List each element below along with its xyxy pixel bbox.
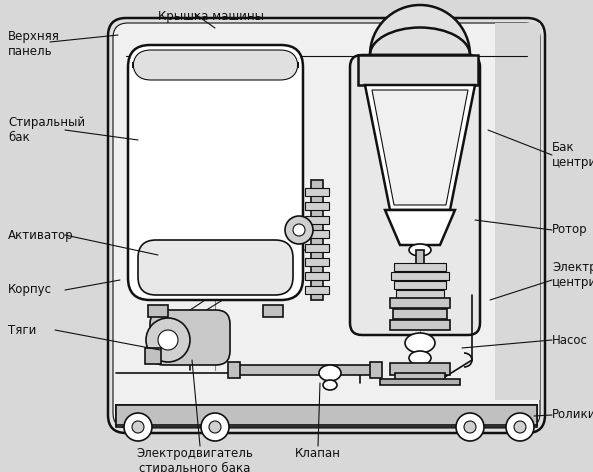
Circle shape bbox=[146, 318, 190, 362]
Ellipse shape bbox=[405, 333, 435, 353]
FancyBboxPatch shape bbox=[108, 18, 545, 433]
Bar bbox=[305, 244, 329, 252]
Bar bbox=[311, 180, 323, 300]
Text: Стиральный
бак: Стиральный бак bbox=[8, 116, 85, 144]
Wedge shape bbox=[370, 5, 470, 55]
Text: Активатор: Активатор bbox=[8, 228, 74, 242]
Circle shape bbox=[285, 216, 313, 244]
Bar bbox=[390, 298, 450, 308]
Bar bbox=[233, 365, 373, 375]
Bar bbox=[393, 309, 447, 319]
Bar bbox=[148, 305, 168, 317]
Bar bbox=[228, 362, 240, 378]
Bar bbox=[305, 258, 329, 266]
Bar bbox=[305, 272, 329, 280]
Bar bbox=[390, 363, 450, 375]
Text: Электродвигатель
стирального бака: Электродвигатель стирального бака bbox=[136, 447, 253, 472]
Bar bbox=[396, 290, 444, 298]
Circle shape bbox=[124, 413, 152, 441]
Circle shape bbox=[464, 421, 476, 433]
Text: Бак
центрифуги: Бак центрифуги bbox=[552, 141, 593, 169]
Text: Крышка машины: Крышка машины bbox=[158, 10, 264, 23]
Bar bbox=[305, 202, 329, 210]
Circle shape bbox=[209, 421, 221, 433]
Circle shape bbox=[132, 421, 144, 433]
Text: Тяги: Тяги bbox=[8, 323, 36, 337]
Bar bbox=[395, 373, 445, 381]
FancyBboxPatch shape bbox=[128, 45, 303, 300]
Bar bbox=[394, 263, 446, 271]
Bar bbox=[380, 379, 460, 385]
Text: Ротор: Ротор bbox=[552, 224, 588, 236]
Ellipse shape bbox=[323, 380, 337, 390]
Ellipse shape bbox=[319, 365, 341, 381]
Circle shape bbox=[506, 413, 534, 441]
Circle shape bbox=[158, 330, 178, 350]
FancyBboxPatch shape bbox=[150, 310, 230, 365]
FancyBboxPatch shape bbox=[138, 240, 293, 295]
Bar bbox=[263, 305, 283, 317]
Circle shape bbox=[293, 224, 305, 236]
Bar bbox=[358, 55, 478, 85]
Bar bbox=[394, 281, 446, 289]
Bar bbox=[305, 216, 329, 224]
Bar bbox=[391, 272, 449, 280]
Text: Клапан: Клапан bbox=[295, 447, 341, 460]
Circle shape bbox=[201, 413, 229, 441]
Text: Верхняя
панель: Верхняя панель bbox=[8, 30, 60, 58]
Bar bbox=[495, 23, 540, 400]
FancyBboxPatch shape bbox=[133, 50, 298, 80]
Bar bbox=[305, 286, 329, 294]
Text: Корпус: Корпус bbox=[8, 284, 52, 296]
Text: Ролики: Ролики bbox=[552, 408, 593, 421]
FancyBboxPatch shape bbox=[113, 23, 540, 428]
Bar bbox=[116, 405, 537, 427]
Bar bbox=[145, 348, 161, 364]
Polygon shape bbox=[365, 85, 475, 210]
Circle shape bbox=[456, 413, 484, 441]
Bar bbox=[416, 250, 424, 268]
Circle shape bbox=[514, 421, 526, 433]
Text: Насос: Насос bbox=[552, 334, 588, 346]
Polygon shape bbox=[372, 90, 468, 205]
Polygon shape bbox=[385, 210, 455, 245]
Ellipse shape bbox=[409, 351, 431, 365]
Ellipse shape bbox=[409, 244, 431, 256]
Bar bbox=[305, 230, 329, 238]
Text: Электродвигатель
центрифуги: Электродвигатель центрифуги bbox=[552, 261, 593, 289]
Bar bbox=[390, 320, 450, 330]
Bar bbox=[305, 188, 329, 196]
Bar bbox=[116, 405, 537, 425]
FancyBboxPatch shape bbox=[350, 55, 480, 335]
Bar bbox=[370, 362, 382, 378]
